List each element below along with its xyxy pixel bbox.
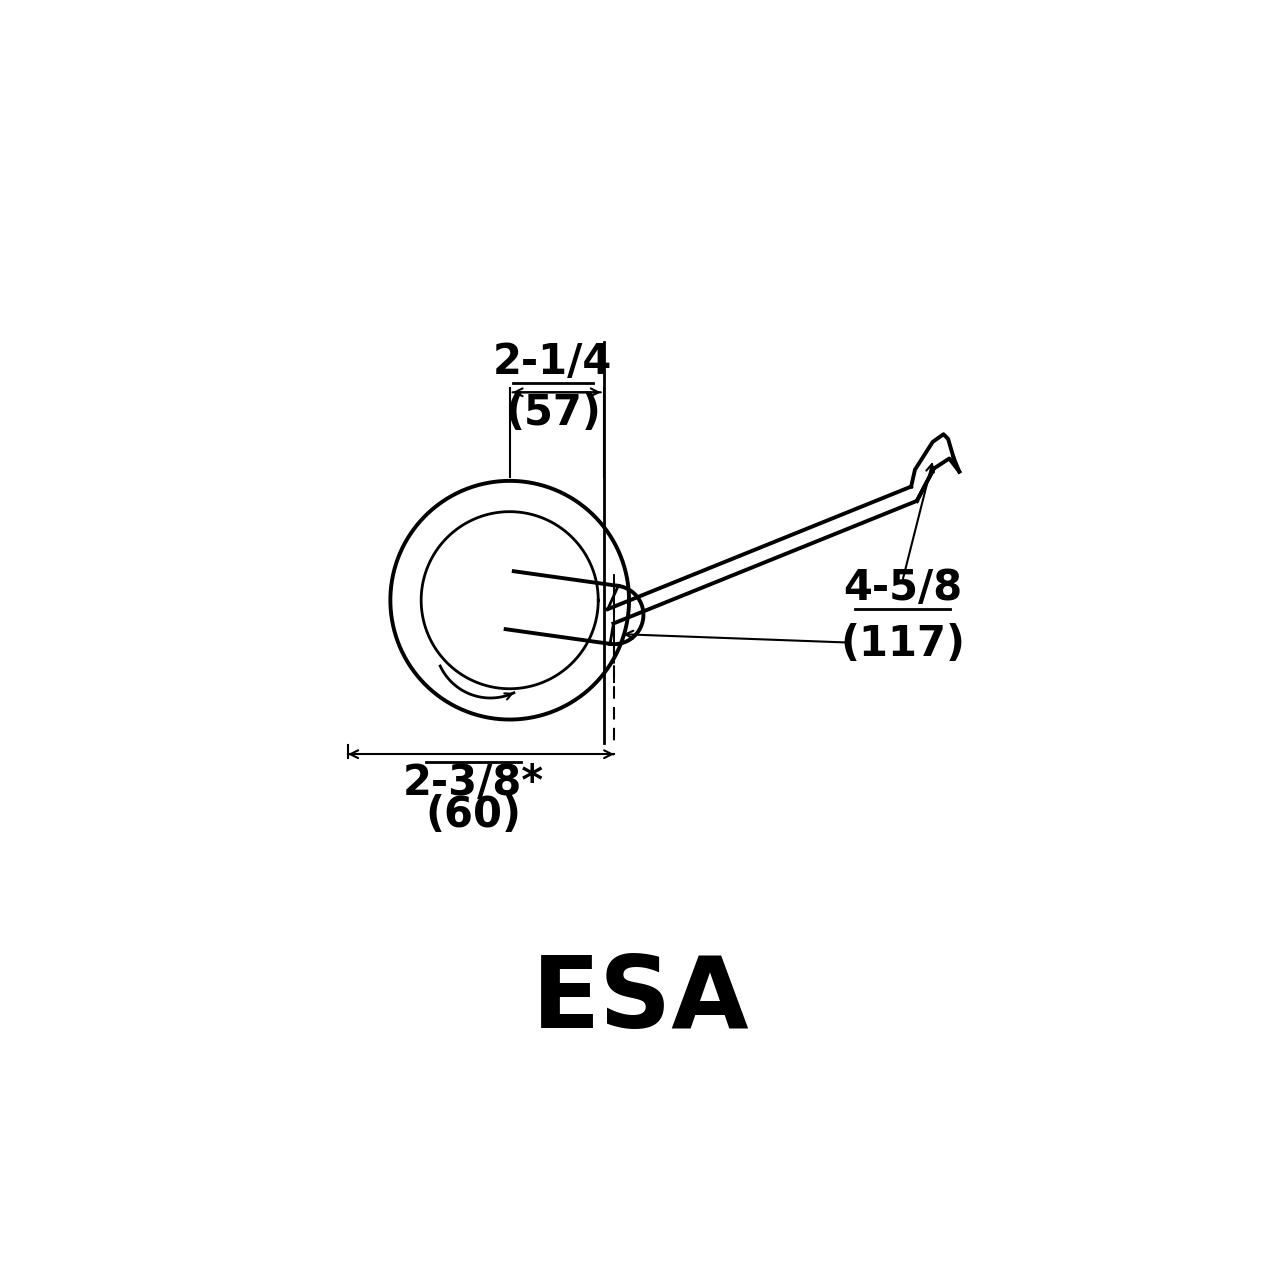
Text: 2-3/8*: 2-3/8* (403, 762, 544, 804)
Text: (117): (117) (840, 623, 965, 666)
Text: ESA: ESA (531, 952, 749, 1050)
Text: 4-5/8: 4-5/8 (842, 567, 963, 609)
Text: (57): (57) (504, 392, 600, 434)
Text: (60): (60) (425, 794, 521, 836)
Text: 2-1/4: 2-1/4 (493, 340, 612, 383)
